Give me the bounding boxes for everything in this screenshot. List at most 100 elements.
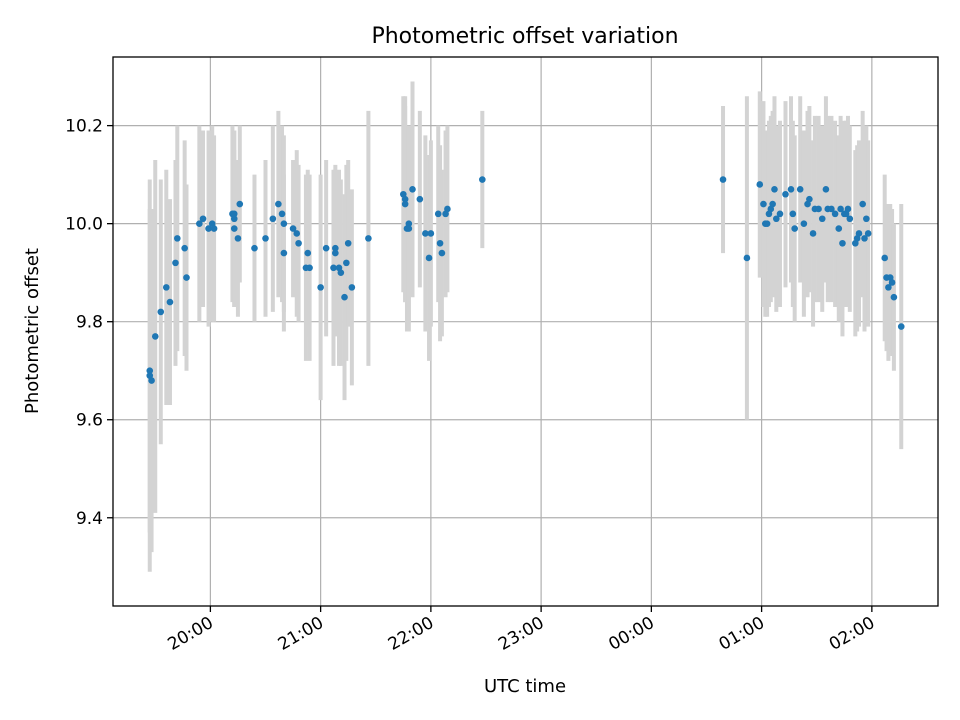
data-point [881, 254, 889, 262]
data-point [743, 254, 751, 262]
plot-frame [112, 56, 939, 607]
data-point [436, 239, 444, 247]
data-point [846, 215, 854, 223]
data-point [234, 235, 242, 242]
x-axis-label: UTC time [484, 676, 566, 697]
data-point [251, 244, 258, 252]
data-point [230, 210, 238, 218]
data-point [401, 200, 409, 208]
data-point [416, 195, 424, 203]
data-point [210, 225, 218, 232]
data-point [330, 264, 337, 272]
data-point [332, 249, 339, 257]
data-point [304, 249, 312, 257]
data-point [782, 190, 789, 198]
chart-title: Photometric offset variation [371, 24, 678, 49]
data-point [162, 284, 170, 291]
data-point [280, 249, 288, 257]
data-point [337, 269, 345, 276]
data-point [760, 200, 767, 208]
x-tick-label: 21:00 [275, 613, 327, 655]
data-point [199, 215, 207, 223]
data-point [166, 298, 174, 306]
data-point [280, 220, 288, 227]
data-point [422, 230, 429, 237]
data-point [344, 239, 352, 247]
data-point [789, 210, 797, 218]
data-point [183, 274, 190, 281]
data-point [837, 205, 844, 213]
data-point [317, 284, 324, 291]
data-point [405, 220, 413, 227]
data-point [831, 210, 839, 218]
data-point [278, 210, 286, 218]
data-point [269, 215, 277, 223]
data-point [863, 215, 870, 223]
data-point [275, 200, 282, 208]
data-point [322, 244, 330, 252]
data-point [855, 230, 863, 237]
data-point [306, 264, 313, 272]
y-tick-label: 9.6 [76, 411, 103, 431]
x-tick-label: 23:00 [495, 613, 547, 655]
data-point [341, 293, 348, 301]
data-point [148, 377, 155, 384]
data-point [822, 186, 830, 193]
data-point [157, 308, 165, 316]
data-point [444, 205, 451, 213]
y-tick-label: 9.8 [76, 313, 103, 333]
data-point [756, 181, 764, 188]
data-point [293, 230, 301, 237]
data-point [796, 186, 804, 193]
data-point [773, 215, 780, 223]
data-point [806, 195, 813, 203]
data-point [839, 239, 846, 247]
data-point [230, 225, 238, 232]
data-point [864, 230, 872, 237]
data-point [771, 186, 778, 193]
data-point [859, 200, 866, 208]
data-point [174, 235, 181, 242]
data-point [890, 293, 898, 301]
data-point [815, 205, 822, 213]
x-tick-label: 00:00 [605, 613, 657, 655]
data-point [479, 176, 486, 183]
data-point [262, 235, 269, 242]
y-tick-label: 10.0 [65, 215, 103, 235]
x-tick-label: 20:00 [164, 613, 216, 655]
error-bars [147, 81, 904, 572]
data-point [151, 333, 159, 340]
data-point [295, 239, 302, 247]
data-point [205, 225, 212, 232]
data-point [828, 205, 835, 213]
data-point [289, 225, 297, 232]
data-point [791, 225, 798, 232]
y-tick-label: 9.4 [76, 509, 103, 529]
data-point [332, 244, 339, 252]
data-point [769, 200, 776, 208]
data-point [776, 210, 784, 218]
data-point [365, 235, 372, 242]
data-point [800, 220, 808, 227]
x-tick-label: 22:00 [385, 613, 437, 655]
data-point [888, 279, 896, 286]
data-point [861, 235, 868, 242]
data-point [818, 215, 826, 223]
data-point [425, 254, 433, 262]
data-point [844, 205, 852, 213]
x-tick-label: 01:00 [716, 613, 768, 655]
x-tick-label: 02:00 [826, 613, 878, 655]
data-point [434, 210, 442, 218]
data-point [401, 195, 409, 203]
data-point [719, 176, 727, 183]
data-point [885, 284, 892, 291]
data-point [427, 230, 435, 237]
data-point [405, 225, 413, 232]
y-axis-label: Photometric offset [22, 248, 43, 414]
data-point [409, 186, 416, 193]
data-points [146, 176, 905, 384]
y-tick-label: 10.2 [65, 117, 103, 137]
data-point [343, 259, 350, 267]
data-point [438, 249, 446, 257]
